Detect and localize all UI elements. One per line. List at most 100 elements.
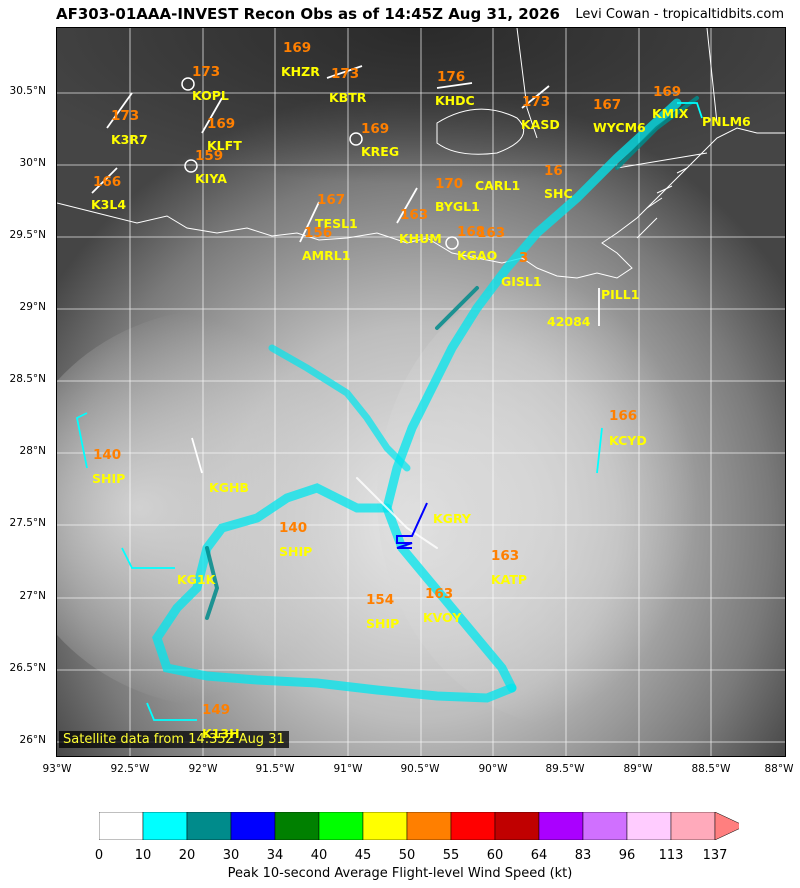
station-value: 163 [425,586,454,602]
coastline-inland [436,108,525,155]
lon-label: 93°W [42,763,72,775]
colorbar-segment [186,812,232,840]
station-value: 173 [111,108,140,124]
island-chain [636,167,688,239]
colorbar-tick-label: 34 [266,848,284,863]
station-value: 140 [93,447,122,463]
colorbar-segment [318,812,364,840]
station-wind-barb-blue [396,502,428,549]
lon-label: 90.5°W [400,763,440,775]
lon-label: 92°W [188,763,218,775]
lon-label: 89°W [623,763,653,775]
station-wind-barbs-cyan [75,102,703,721]
station-code: KG1K [177,572,216,587]
colorbar-tick-label: 64 [530,848,548,863]
station-code: KCYD [609,433,647,448]
lon-label: 90°W [478,763,508,775]
station-code: KGHB [209,480,249,495]
wind-speed-colorbar [99,812,739,840]
station-value: 149 [202,702,231,718]
station-code: KASD [521,117,560,132]
station-value: 176 [437,69,466,85]
station-code: PNLM6 [702,114,751,129]
lon-label: 88°W [764,763,794,775]
station-code: KMIX [652,106,689,121]
colorbar-segment [274,812,320,840]
station-code: KLFT [207,138,242,153]
station-code: AMRL1 [302,248,351,263]
colorbar-segment [406,812,452,840]
station-code: 42084 [547,314,591,329]
station-value: 16 [544,163,563,179]
station-value: 163 [491,548,520,564]
coastline [57,127,785,279]
colorbar-segment [142,812,188,840]
station-code: SHC [544,186,573,201]
station-value: 159 [195,148,224,164]
lon-label: 92.5°W [110,763,150,775]
station-value: 3 [519,250,529,266]
colorbar-tick-label: 137 [702,848,728,863]
lat-label: 27°N [19,590,46,602]
colorbar-tick-label: 40 [310,848,328,863]
colorbar-tick-label: 96 [618,848,636,863]
colorbar-tick-label: 30 [222,848,240,863]
station-value: 169 [207,116,236,132]
colorbar-segment [362,812,408,840]
station-code: SH [785,66,786,81]
station-value: 167 [593,97,622,113]
station-code: TESL1 [315,216,358,231]
lon-label: 88.5°W [691,763,731,775]
colorbar-tick-label: 45 [354,848,372,863]
station-code: KHDC [435,93,475,108]
station-code: SHIP [92,471,126,486]
station-code: K3L4 [91,197,127,212]
station-code: KGAO [457,248,498,263]
lon-label: 91.5°W [255,763,295,775]
lon-label: 89.5°W [545,763,585,775]
station-code: SHIP [279,544,313,559]
colorbar-segment [670,812,716,840]
colorbar-tick-label: 113 [658,848,684,863]
lat-label: 30°N [19,157,46,169]
station-value: 166 [93,174,122,190]
station-value: 173 [331,66,360,82]
station-value: 140 [279,520,308,536]
station-value: 167 [317,192,346,208]
credit-text: Levi Cowan - tropicaltidbits.com [575,7,784,22]
colorbar-tick-label: 83 [574,848,592,863]
colorbar-tick-label: 50 [398,848,416,863]
map-canvas [57,28,785,756]
station-code: GISL1 [501,274,542,289]
colorbar-segment [538,812,584,840]
lat-label: 29°N [19,301,46,313]
lat-label: 26°N [19,734,46,746]
station-code: KBTR [329,90,367,105]
colorbar-tick-label: 55 [442,848,460,863]
colorbar-segment [450,812,496,840]
station-value: 168 [457,224,486,240]
colorbar-extend-arrow [714,812,739,840]
lat-label: 28°N [19,445,46,457]
station-code: PILL1 [601,287,640,302]
lat-label: 29.5°N [9,229,46,241]
station-wind-barbs [91,65,600,474]
station-value: 169 [283,40,312,56]
calm-station-markers [181,77,459,250]
lat-label: 27.5°N [9,517,46,529]
colorbar-segment [626,812,672,840]
station-code: KHUM [399,231,442,246]
station-value: 169 [361,121,390,137]
lat-label: 28.5°N [9,373,46,385]
station-code: KHZR [281,64,320,79]
colorbar-segment [582,812,628,840]
colorbar-segment [230,812,276,840]
station-code: BYGL1 [435,199,480,214]
station-value: 156 [304,225,333,241]
station-value: 18 [785,43,786,59]
colorbar-segment [99,812,144,840]
colorbar-tick-label: 0 [94,848,104,863]
cloud-mass [57,308,447,708]
station-code: KIYA [195,171,227,186]
state-border [516,28,718,169]
